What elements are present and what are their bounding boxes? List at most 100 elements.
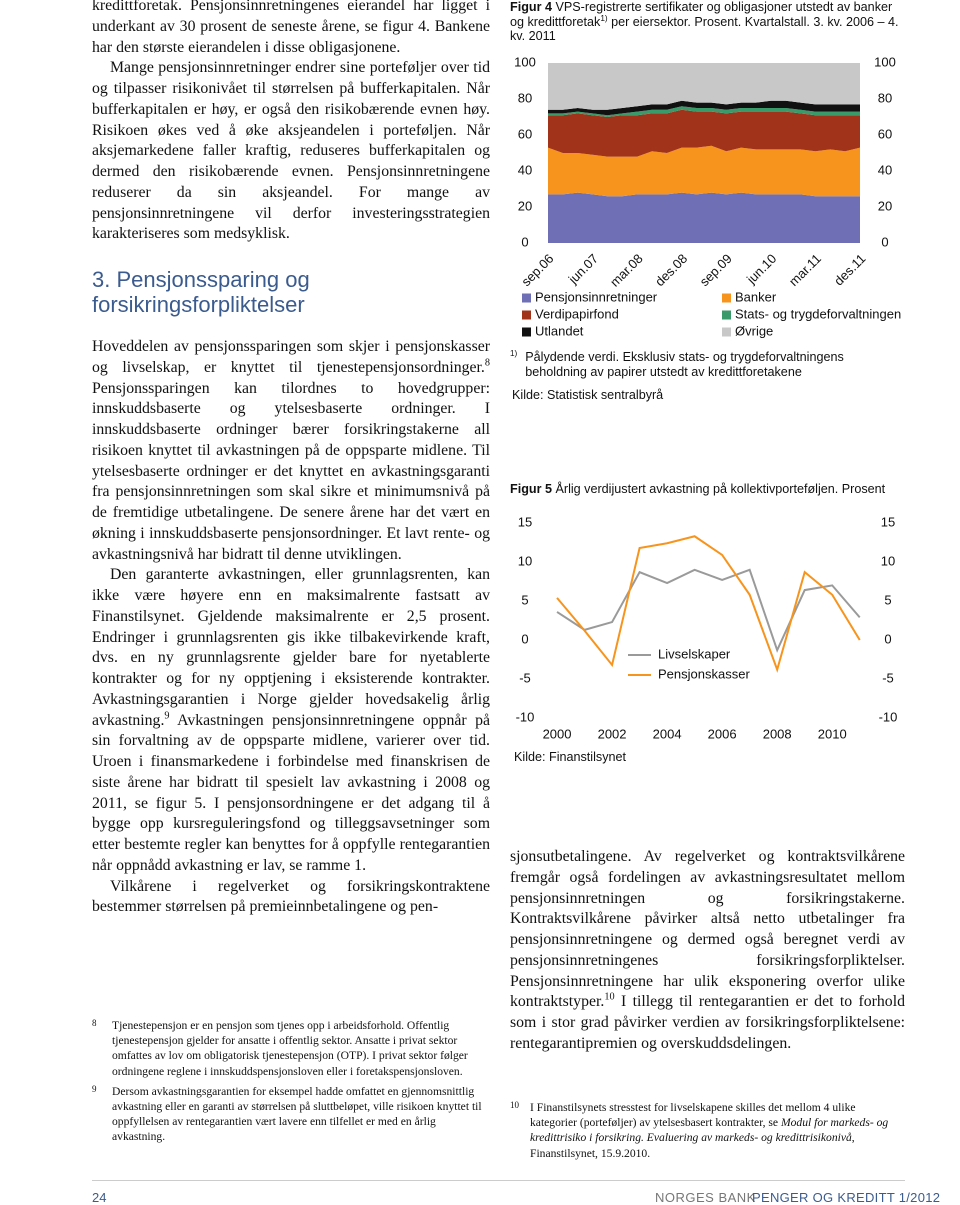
text-run: Dersom avkastningsgarantien for eksempel… <box>112 1084 482 1144</box>
area <box>548 192 860 243</box>
x-tick-label: jun.10 <box>743 251 779 287</box>
y-tick-label: 15 <box>518 514 532 529</box>
figure-caption: Figur 5 Årlig verdijustert avkastning på… <box>510 482 905 497</box>
paragraph: Mange pensjonsinnretninger endrer sine p… <box>92 58 490 245</box>
italic-run: Modul for markeds- og kredittrisiko i fo… <box>530 1116 889 1145</box>
text-run: Årlig verdijustert avkastning på kollekt… <box>555 482 886 496</box>
paragraph: sjonsutbetalingene. Av regelverket og ko… <box>510 847 905 1055</box>
legend-label: Banker <box>735 289 777 304</box>
paragraph: kredittforetak. Pensjonsinnretningenes e… <box>92 0 490 58</box>
area <box>548 106 860 117</box>
legend-swatch <box>522 327 531 337</box>
y2-tick-label: 0 <box>884 631 891 646</box>
area <box>548 63 860 110</box>
text-block: Hoveddelen av pensjonssparingen som skje… <box>92 337 490 918</box>
y2-tick-label: 100 <box>874 54 896 69</box>
figure-5: 15 10 5 0 -5 -10 15 10 5 0 -5 -10 2000 2002 2004 2006 20… <box>516 514 898 741</box>
text-run: Den garanterte avkastningen, eller grunn… <box>92 566 490 729</box>
legend-label: Utlandet <box>535 323 584 338</box>
text-run: I Finanstilsynets stresstest for livsels… <box>530 1101 856 1130</box>
y2-tick-label: 60 <box>878 126 892 141</box>
legend-label: Pensjonskasser <box>658 666 750 681</box>
legend-label: Øvrige <box>735 323 773 338</box>
legend-swatch <box>722 310 731 320</box>
text-run: Pensjonssparingen kan tilordnes to hoved… <box>92 379 490 563</box>
footnote: 8 Tjenestepensjon er en pensjon som tjene… <box>92 1018 490 1079</box>
legend-swatch <box>522 293 531 303</box>
y-tick-label: 80 <box>518 90 532 105</box>
paragraph: Vilkårene i regelverket og forsikringsko… <box>92 877 490 919</box>
area <box>548 100 860 116</box>
x-tick-label: 2010 <box>818 726 847 741</box>
x-tick-label: sep.09 <box>697 251 735 289</box>
line <box>556 568 861 653</box>
text-run: per eiersektor. Prosent. Kvartalstall. 3… <box>510 14 899 44</box>
figure-source: Kilde: Finanstilsynet <box>514 750 626 764</box>
figure-note: 1) Pålydende verdi. Eksklusiv stats- og t… <box>510 349 905 379</box>
footnote-ref: 9 <box>164 710 170 722</box>
legend-swatch <box>522 310 531 320</box>
paragraph: Den garanterte avkastningen, eller grunn… <box>92 565 490 876</box>
y2-tick-label: 10 <box>881 553 895 568</box>
text-run: Hoveddelen av pensjonssparingen som skje… <box>92 338 490 376</box>
note-text: Pålydende verdi. Eksklusiv stats- og try… <box>525 350 844 379</box>
right-column: sjonsutbetalingene. Av regelverket og ko… <box>510 847 905 1055</box>
footnote: 9 Dersom avkastningsgarantien for eksempe… <box>92 1084 490 1145</box>
x-tick-label: 2004 <box>653 726 682 741</box>
y2-tick-label: -10 <box>879 709 898 724</box>
text-run: VPS-registrerte sertifikater og obligasj… <box>510 0 893 29</box>
figure-label: Figur 4 <box>510 0 552 14</box>
footnote-ref: 10 <box>604 991 615 1003</box>
figure-4: Pensjonsinnretninger Banker Verdipapirfond… <box>514 54 901 338</box>
y-tick-label: 0 <box>521 631 528 646</box>
x-tick-label: 2000 <box>543 726 572 741</box>
y-tick-label: -10 <box>516 709 535 724</box>
y-tick-label: -5 <box>519 670 531 685</box>
y-tick-label: 40 <box>518 162 532 177</box>
y2-tick-label: 40 <box>878 162 892 177</box>
y2-tick-label: 20 <box>878 198 892 213</box>
text-run: Tjenestepensjon er en pensjon som tjenes… <box>112 1019 468 1078</box>
area <box>548 145 860 197</box>
x-tick-label: 2006 <box>708 726 737 741</box>
y2-tick-label: -5 <box>882 670 894 685</box>
text-run: I tillegg til rentegarantien er det to f… <box>510 993 905 1052</box>
x-tick-label: jun.07 <box>565 251 601 287</box>
text-run: kredittforetak. Pensjonsinnretningenes e… <box>92 0 490 56</box>
text-run: Mange pensjonsinnretninger endrer sine p… <box>92 59 490 243</box>
y-tick-label: 20 <box>518 198 532 213</box>
left-column: kredittforetak. Pensjonsinnretningenes e… <box>92 0 490 918</box>
x-tick-label: des.08 <box>652 251 690 289</box>
footnote: 10 I Finanstilsynets stresstest for livse… <box>510 1100 905 1161</box>
legend-label: Pensjonsinnretninger <box>535 289 658 304</box>
area <box>548 109 860 157</box>
footnote-number: 10 <box>510 1100 519 1110</box>
footnote-number: 8 <box>92 1018 97 1028</box>
footnote-number: 9 <box>92 1083 97 1094</box>
footnotes: 10 I Finanstilsynets stresstest for livse… <box>510 1100 905 1166</box>
page-number: 24 <box>92 1190 107 1205</box>
line <box>556 535 861 673</box>
x-tick-label: mar.11 <box>786 251 824 289</box>
y-tick-label: 10 <box>518 553 532 568</box>
y2-tick-label: 15 <box>881 514 895 529</box>
section-heading: 3. Pensjonssparing og forsikringsforplik… <box>92 267 310 317</box>
footnote-ref: 8 <box>484 357 490 369</box>
y-tick-label: 5 <box>521 592 528 607</box>
footer-rule <box>92 1180 905 1181</box>
text-run: , Finanstilsynet, 15.9.2010. <box>530 1131 855 1160</box>
text-run: Vilkårene i regelverket og forsikringsko… <box>92 877 490 916</box>
paragraph: Hoveddelen av pensjonssparingen som skje… <box>92 337 490 565</box>
y-tick-label: 0 <box>521 234 528 249</box>
footnotes: 8 Tjenestepensjon er en pensjon som tjene… <box>92 1018 490 1150</box>
publication: PENGER OG KREDITT 1/2012 <box>752 1190 941 1205</box>
x-tick-label: sep.06 <box>518 251 556 289</box>
figure-caption: Figur 4 VPS-registrerte sertifikater og … <box>510 0 905 44</box>
legend-label: Livselskaper <box>658 646 731 661</box>
text-run: Avkastningen pensjonsinnretningene oppnå… <box>92 711 490 874</box>
x-tick-label: 2008 <box>763 726 792 741</box>
figure-source: Kilde: Statistisk sentralbyrå <box>512 388 664 402</box>
legend-swatch <box>722 293 731 303</box>
x-tick-label: des.11 <box>831 251 869 289</box>
